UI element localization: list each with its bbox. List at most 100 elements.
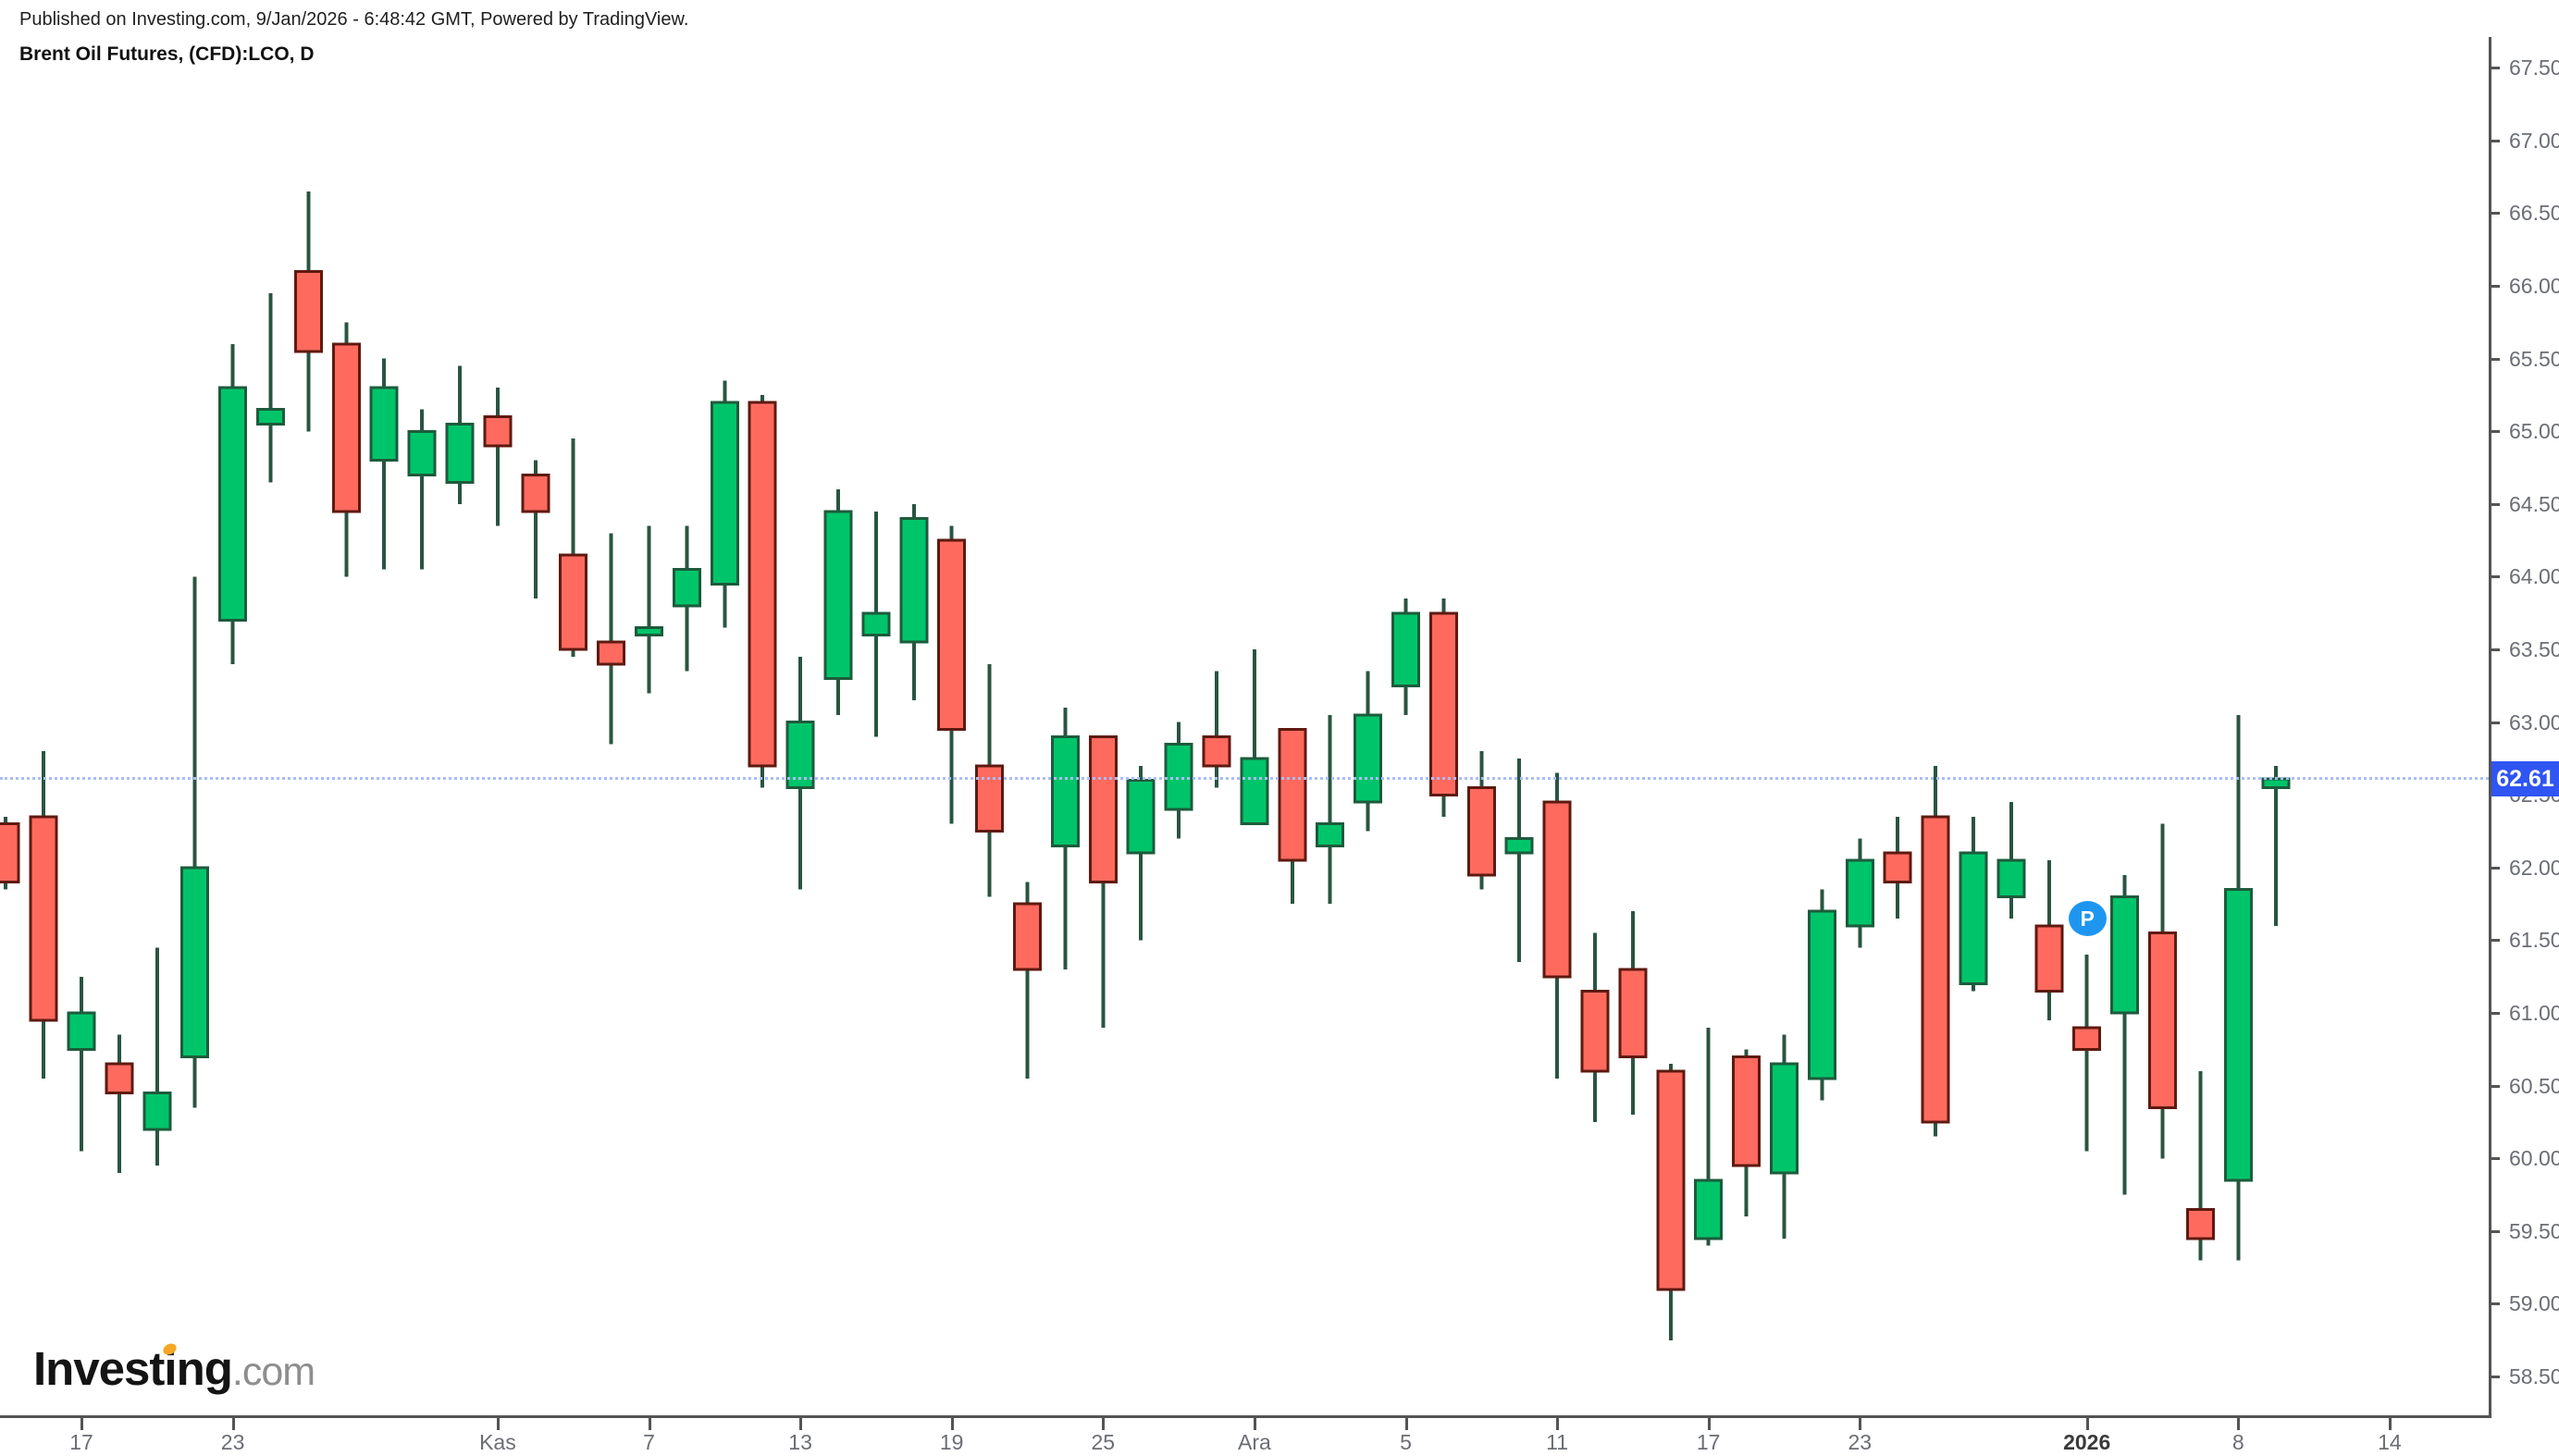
- logo-ing-text: ing: [161, 1341, 233, 1396]
- time-tick-label: 17: [1696, 1430, 1721, 1454]
- candle-down: [29, 815, 58, 1022]
- candle-down: [331, 342, 361, 513]
- candle-down: [597, 640, 626, 666]
- price-tick-label: 60.00: [2509, 1146, 2559, 1171]
- price-tick: [2489, 1084, 2500, 1088]
- candle-wick: [647, 525, 651, 694]
- candle-wick: [192, 576, 197, 1108]
- price-tick: [2489, 502, 2500, 506]
- price-tick-label: 60.50: [2509, 1073, 2559, 1098]
- time-tick-label: Kas: [479, 1430, 516, 1454]
- candle-up: [823, 510, 853, 681]
- time-tick: [496, 1418, 500, 1430]
- p-marker[interactable]: P: [2068, 901, 2107, 936]
- time-tick: [1253, 1418, 1256, 1430]
- candle-down: [1088, 734, 1118, 884]
- time-tick: [231, 1418, 235, 1430]
- candle-up: [1504, 836, 1534, 855]
- logo-invest-text: Invest: [33, 1342, 165, 1395]
- price-tick: [2489, 648, 2500, 652]
- candle-down: [2185, 1207, 2215, 1240]
- candle-up: [1050, 734, 1080, 847]
- candle-wick: [1328, 714, 1332, 905]
- candle-up: [142, 1092, 172, 1131]
- candle-down: [1656, 1069, 1686, 1291]
- candle-up: [899, 517, 929, 644]
- candle-up: [635, 626, 663, 636]
- time-tick-label: 11: [1546, 1430, 1569, 1454]
- candle-down: [521, 473, 550, 513]
- candle-wick: [609, 533, 613, 745]
- candle-down: [1428, 611, 1458, 796]
- price-tick-label: 64.00: [2509, 564, 2559, 589]
- candle-down: [1580, 990, 1610, 1073]
- candle-down: [2148, 932, 2177, 1109]
- price-tick: [2489, 285, 2500, 289]
- candle-wick: [1706, 1027, 1711, 1246]
- candle-down: [1202, 734, 1231, 768]
- candle-wick: [155, 947, 159, 1166]
- candle-up: [180, 866, 210, 1058]
- time-tick-label: 5: [1400, 1430, 1412, 1454]
- price-tick-label: 67.00: [2509, 128, 2559, 153]
- chart-plot-area[interactable]: [0, 0, 2489, 1415]
- price-tick: [2489, 212, 2500, 216]
- candle-down: [105, 1062, 134, 1095]
- price-tick-label: 67.50: [2509, 56, 2559, 80]
- candle-down: [1278, 728, 1307, 862]
- candle-wick: [382, 358, 387, 570]
- price-tick: [2489, 430, 2500, 434]
- candle-wick: [1252, 649, 1256, 824]
- price-tick: [2489, 1302, 2500, 1306]
- price-tick: [2489, 1012, 2500, 1016]
- candle-wick: [420, 409, 425, 570]
- time-tick-label: 23: [220, 1430, 245, 1454]
- candle-up: [1164, 742, 1193, 811]
- candle-down: [748, 401, 777, 768]
- candle-up: [1694, 1178, 1724, 1240]
- time-tick: [80, 1418, 83, 1430]
- candle-up: [1845, 858, 1874, 928]
- price-tick: [2489, 866, 2500, 870]
- candle-up: [1126, 779, 1156, 855]
- published-line: Published on Investing.com, 9/Jan/2026 -…: [19, 9, 689, 30]
- price-tick: [2489, 1229, 2500, 1233]
- price-tick: [2489, 1376, 2500, 1379]
- price-tick: [2489, 67, 2500, 70]
- current-price-label: 62.61: [2491, 761, 2559, 796]
- candle-up: [1240, 757, 1269, 826]
- candle-wick: [1517, 758, 1522, 963]
- candle-wick: [268, 292, 273, 483]
- candle-wick: [571, 438, 575, 657]
- time-tick-label: 2026: [2063, 1430, 2111, 1454]
- candle-up: [1770, 1062, 1799, 1175]
- time-tick-label: 13: [788, 1430, 812, 1454]
- candle-wick: [80, 976, 83, 1152]
- candle-down: [0, 822, 20, 884]
- candle-up: [710, 401, 739, 586]
- candle-down: [1618, 968, 1648, 1058]
- time-tick-label: 14: [2378, 1430, 2402, 1454]
- candle-down: [1883, 851, 1912, 884]
- candle-up: [785, 721, 815, 789]
- candle-up: [445, 422, 475, 484]
- candle-down: [483, 415, 513, 448]
- time-tick: [950, 1418, 954, 1430]
- candle-up: [67, 1011, 96, 1051]
- price-tick: [2489, 721, 2500, 724]
- candle-down: [2072, 1026, 2102, 1051]
- candle-up: [2110, 895, 2140, 1015]
- candle-up: [1807, 909, 1836, 1080]
- candlestick-canvas: [0, 191, 2291, 1340]
- candle-up: [1959, 851, 1988, 986]
- price-tick: [2489, 139, 2500, 142]
- price-tick-label: 63.00: [2509, 709, 2559, 734]
- candle-down: [1466, 785, 1496, 877]
- instrument-title: Brent Oil Futures, (CFD):LCO, D: [19, 43, 315, 65]
- price-tick-label: 64.50: [2509, 491, 2559, 516]
- candle-wick: [1025, 882, 1030, 1079]
- candle-up: [2261, 777, 2291, 789]
- time-tick: [1556, 1418, 1560, 1430]
- time-tick-label: 19: [939, 1430, 964, 1454]
